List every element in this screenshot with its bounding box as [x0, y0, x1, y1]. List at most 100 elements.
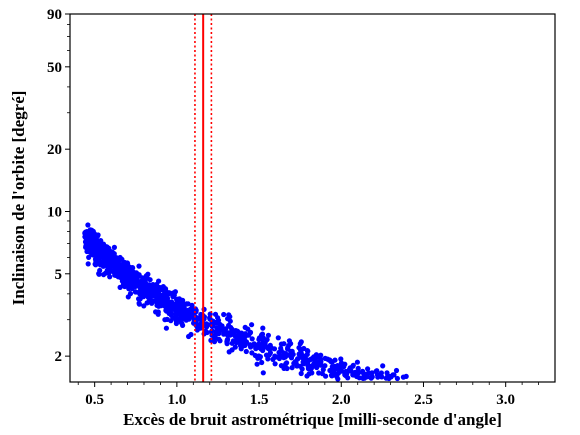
- data-point: [84, 237, 90, 243]
- x-axis-label: Excès de bruit astrométrique [milli-seco…: [123, 410, 502, 429]
- data-point: [186, 333, 192, 340]
- data-point: [163, 325, 169, 331]
- y-tick-label: 20: [47, 142, 62, 158]
- data-point: [121, 262, 127, 268]
- x-tick-label: 0.5: [85, 392, 104, 408]
- data-point: [289, 348, 295, 354]
- data-point: [393, 367, 400, 374]
- data-point: [298, 370, 304, 377]
- data-point: [354, 359, 360, 365]
- data-point: [208, 329, 214, 335]
- data-point: [368, 375, 374, 381]
- data-point: [173, 320, 179, 327]
- data-point: [259, 359, 265, 366]
- y-axis-ticks: 2 5 10 20 50 90: [47, 7, 70, 365]
- data-point: [249, 336, 255, 342]
- data-point: [181, 316, 187, 322]
- data-point: [155, 309, 161, 315]
- data-point: [323, 373, 329, 379]
- data-point: [109, 263, 115, 269]
- data-point: [182, 311, 188, 317]
- x-tick-label: 2.5: [414, 392, 433, 408]
- data-point: [338, 356, 344, 362]
- data-point: [100, 250, 106, 256]
- data-point: [185, 301, 191, 307]
- data-point: [388, 374, 394, 380]
- data-point: [275, 335, 281, 341]
- data-point: [260, 342, 266, 348]
- data-point: [85, 222, 91, 228]
- data-point: [84, 229, 90, 235]
- data-point: [116, 262, 122, 268]
- y-tick-label: 50: [47, 60, 62, 76]
- data-point: [175, 308, 181, 314]
- data-point: [366, 370, 372, 376]
- data-point: [149, 287, 156, 293]
- data-point: [241, 342, 247, 348]
- data-point: [375, 374, 381, 380]
- data-point: [203, 324, 210, 330]
- data-point: [122, 279, 129, 285]
- data-point: [338, 360, 344, 366]
- data-point: [326, 357, 332, 363]
- x-tick-label: 3.0: [496, 392, 515, 408]
- data-point: [337, 364, 343, 370]
- data-point: [173, 314, 179, 321]
- data-point: [85, 242, 91, 248]
- data-point: [355, 365, 361, 371]
- data-point: [249, 322, 255, 328]
- data-point: [103, 270, 109, 276]
- data-point: [157, 295, 163, 301]
- data-point: [216, 336, 222, 342]
- data-point: [305, 348, 311, 354]
- data-point: [217, 324, 223, 330]
- data-point: [256, 336, 262, 343]
- data-point: [165, 306, 171, 312]
- data-point: [226, 312, 232, 318]
- data-point: [229, 340, 235, 346]
- data-point: [265, 332, 271, 338]
- data-point: [91, 252, 97, 258]
- data-point: [111, 244, 117, 250]
- data-point: [313, 352, 319, 358]
- data-point: [85, 261, 91, 267]
- data-point: [113, 272, 119, 278]
- data-point: [162, 302, 168, 308]
- data-point: [271, 346, 278, 352]
- data-point: [284, 360, 290, 366]
- data-point: [132, 270, 138, 276]
- data-point: [335, 376, 341, 382]
- data-point: [113, 266, 119, 272]
- data-point: [351, 372, 357, 378]
- data-point: [320, 367, 326, 373]
- data-point: [119, 256, 125, 262]
- data-point: [223, 331, 230, 337]
- data-point: [162, 317, 168, 323]
- data-point: [180, 297, 186, 303]
- data-point: [225, 336, 231, 342]
- x-tick-label: 1.0: [167, 392, 186, 408]
- data-point: [168, 312, 174, 318]
- data-point: [163, 296, 169, 302]
- data-point: [313, 361, 319, 367]
- y-tick-label: 5: [55, 267, 63, 283]
- data-point: [258, 346, 264, 352]
- data-point: [129, 283, 135, 289]
- data-point: [168, 318, 174, 324]
- data-point: [104, 256, 110, 262]
- data-point: [172, 289, 178, 295]
- data-point: [215, 317, 222, 323]
- data-point: [266, 352, 272, 358]
- data-point: [345, 375, 351, 381]
- data-point: [260, 370, 266, 376]
- data-point: [278, 363, 284, 369]
- data-point: [251, 342, 257, 348]
- plot-frame: [69, 13, 556, 383]
- data-point: [329, 373, 335, 379]
- data-point: [239, 335, 245, 341]
- y-tick-label: 90: [47, 7, 62, 23]
- data-point: [211, 339, 218, 345]
- data-point: [99, 242, 105, 248]
- data-point: [189, 302, 195, 308]
